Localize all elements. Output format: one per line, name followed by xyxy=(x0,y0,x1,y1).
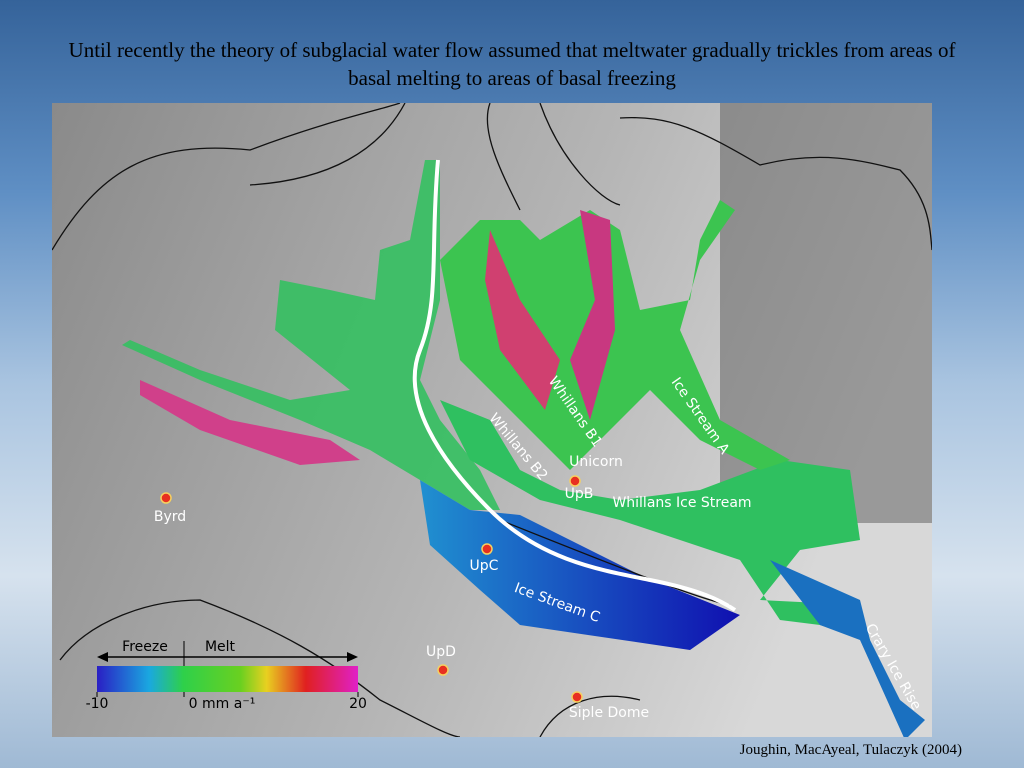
legend: Freeze Melt -10 0 mm a⁻¹ 20 xyxy=(86,639,367,712)
slide-title: Until recently the theory of subglacial … xyxy=(68,38,956,90)
melt-map xyxy=(122,160,925,737)
site-marker xyxy=(571,691,583,703)
flow-path xyxy=(412,159,737,612)
site-label: Siple Dome xyxy=(569,705,649,721)
citation: Joughin, MacAyeal, Tulaczyk (2004) xyxy=(739,742,962,758)
site-marker xyxy=(569,475,581,487)
colorbar-tick-label: 0 mm a⁻¹ xyxy=(189,696,256,712)
colorbar-tick-label: 20 xyxy=(349,696,367,712)
legend-melt: Melt xyxy=(205,639,236,655)
site-label: UpB xyxy=(565,486,594,502)
legend-freeze: Freeze xyxy=(122,639,168,655)
site-marker xyxy=(160,492,172,504)
map-label: Whillans Ice Stream xyxy=(612,495,751,511)
map-label: Unicorn xyxy=(569,454,623,470)
site-marker xyxy=(481,543,493,555)
site-label: UpD xyxy=(426,644,456,660)
colorbar-tick-label: -10 xyxy=(86,696,109,712)
colorbar xyxy=(97,666,358,692)
site-marker xyxy=(437,664,449,676)
site-label: Byrd xyxy=(154,509,186,525)
site-label: UpC xyxy=(470,558,499,574)
basin-outlines xyxy=(52,103,932,737)
